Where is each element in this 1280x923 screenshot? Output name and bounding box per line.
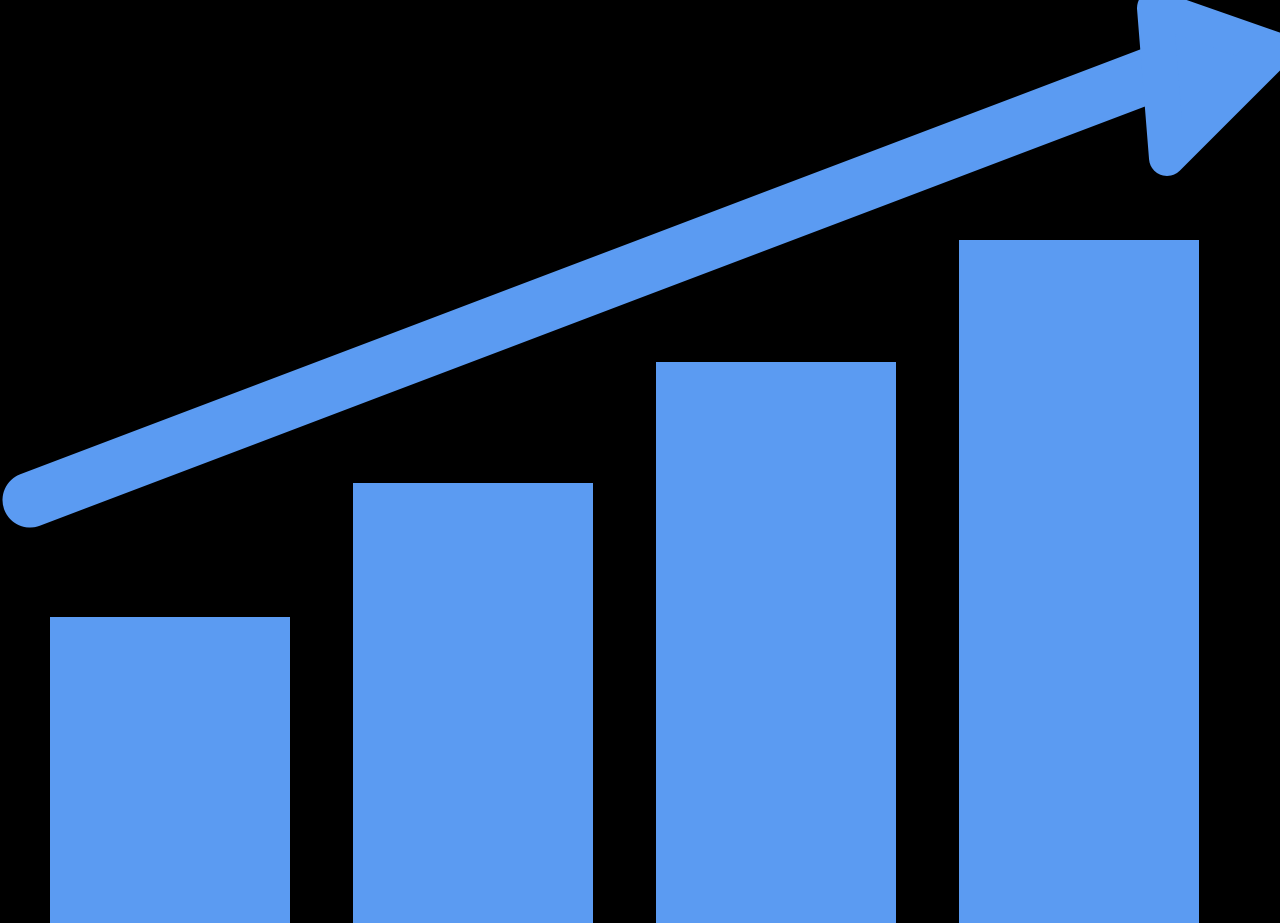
bar-4: [959, 240, 1199, 923]
bar-1: [50, 617, 290, 923]
bar-3: [656, 362, 896, 923]
bar-2: [353, 483, 593, 923]
arrow-head: [1155, 8, 1275, 158]
growth-bar-chart-icon: [0, 0, 1280, 923]
